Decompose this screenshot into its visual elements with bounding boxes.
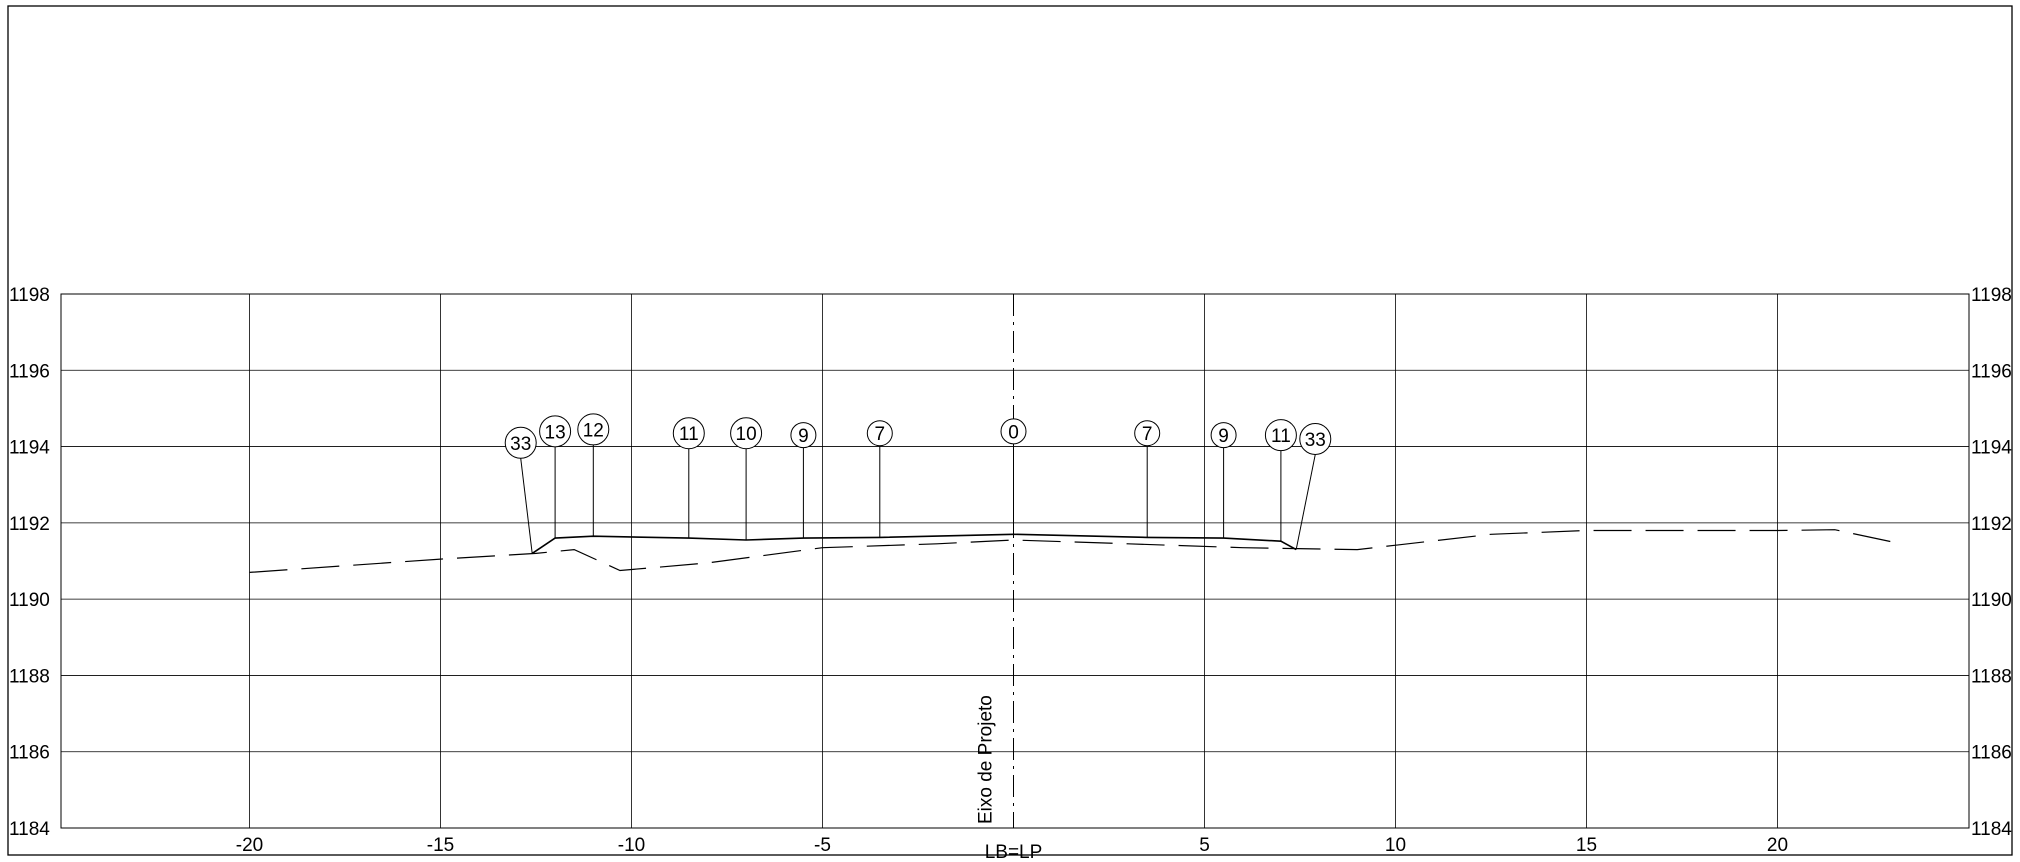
marker-label: 11	[679, 424, 699, 445]
marker-label: 9	[1218, 426, 1229, 447]
y-tick-label-left: 1196	[9, 361, 50, 382]
y-tick-label-left: 1198	[9, 285, 50, 306]
x-tick-label: 5	[1199, 835, 1210, 856]
terrain-dashed-line	[249, 529, 1893, 573]
marker-circle	[577, 413, 610, 446]
y-tick-label-left: 1192	[9, 514, 50, 535]
y-tick-label-right: 1198	[1971, 285, 2012, 306]
marker-label: 10	[736, 424, 757, 445]
marker-circle	[1210, 422, 1237, 449]
plot-border	[60, 293, 1970, 829]
y-axis-right-labels: 1184 1186 1188 1190 1192 1194 1196 1198	[1971, 285, 2012, 840]
x-tick-label: -10	[618, 835, 645, 856]
x-axis-labels: -20 -15 -10 -5 5 10 15 20	[236, 835, 1788, 856]
marker-circle	[539, 415, 572, 448]
marker-label: 12	[583, 420, 604, 441]
marker-circle	[866, 420, 893, 447]
marker-circle	[1264, 419, 1297, 452]
y-tick-label-left: 1194	[9, 438, 50, 459]
marker-label: 33	[1305, 430, 1326, 451]
marker-circle	[1134, 420, 1161, 447]
marker-label: 0	[1008, 422, 1019, 443]
y-tick-label-left: 1190	[9, 590, 50, 611]
point-markers: 33 13 12 11 10 9 7 0 7 9 11 33	[504, 413, 1332, 554]
x-tick-label: -15	[427, 835, 454, 856]
y-axis-left-labels: 1184 1186 1188 1190 1192 1194 1196 1198	[9, 285, 50, 840]
y-tick-label-left: 1188	[9, 666, 50, 687]
marker-label: 33	[510, 434, 531, 455]
y-tick-label-right: 1190	[1971, 590, 2012, 611]
design-profile-line	[531, 533, 1297, 555]
x-tick-label: 15	[1576, 835, 1597, 856]
marker-circle	[1299, 422, 1332, 455]
y-tick-label-left: 1184	[9, 819, 50, 840]
marker-label: 7	[1142, 424, 1153, 445]
x-tick-label: -5	[814, 835, 831, 856]
marker-label: 9	[798, 426, 809, 447]
x-tick-label: 20	[1767, 835, 1788, 856]
project-axis-label: Eixo de Projeto	[976, 695, 997, 824]
vertical-gridlines	[249, 294, 1778, 828]
horizontal-gridlines	[61, 293, 1969, 829]
y-tick-label-right: 1188	[1971, 666, 2012, 687]
marker-circle	[504, 426, 537, 459]
x-tick-label: 10	[1385, 835, 1406, 856]
drawing-frame	[7, 5, 2013, 856]
center-station-label: LB=LP	[985, 842, 1043, 862]
y-tick-label-left: 1186	[9, 743, 50, 764]
y-tick-label-right: 1192	[1971, 514, 2012, 535]
y-tick-label-right: 1194	[1971, 438, 2012, 459]
y-tick-label-right: 1186	[1971, 743, 2012, 764]
marker-leader	[1295, 454, 1316, 550]
y-tick-label-right: 1184	[1971, 819, 2012, 840]
marker-circle	[1000, 418, 1027, 445]
marker-leader	[520, 458, 533, 554]
x-tick-label: -20	[236, 835, 263, 856]
y-tick-label-right: 1196	[1971, 361, 2012, 382]
marker-circle	[730, 417, 763, 450]
marker-label: 7	[875, 424, 886, 445]
marker-circle	[672, 417, 705, 450]
marker-circle	[790, 422, 817, 449]
marker-label: 13	[545, 422, 566, 443]
marker-label: 11	[1271, 426, 1291, 447]
